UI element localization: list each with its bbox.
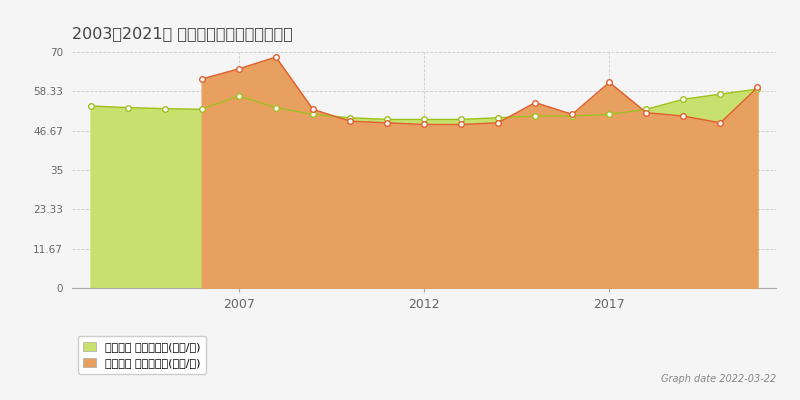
Text: 2003～2021年 さいたま市緑区の地価推移: 2003～2021年 さいたま市緑区の地価推移 (72, 26, 293, 41)
Legend: 地価公示 平均坤単価(万円/坤), 取引価格 平均坤単価(万円/坤): 地価公示 平均坤単価(万円/坤), 取引価格 平均坤単価(万円/坤) (78, 336, 206, 374)
Text: Graph date 2022-03-22: Graph date 2022-03-22 (661, 374, 776, 384)
